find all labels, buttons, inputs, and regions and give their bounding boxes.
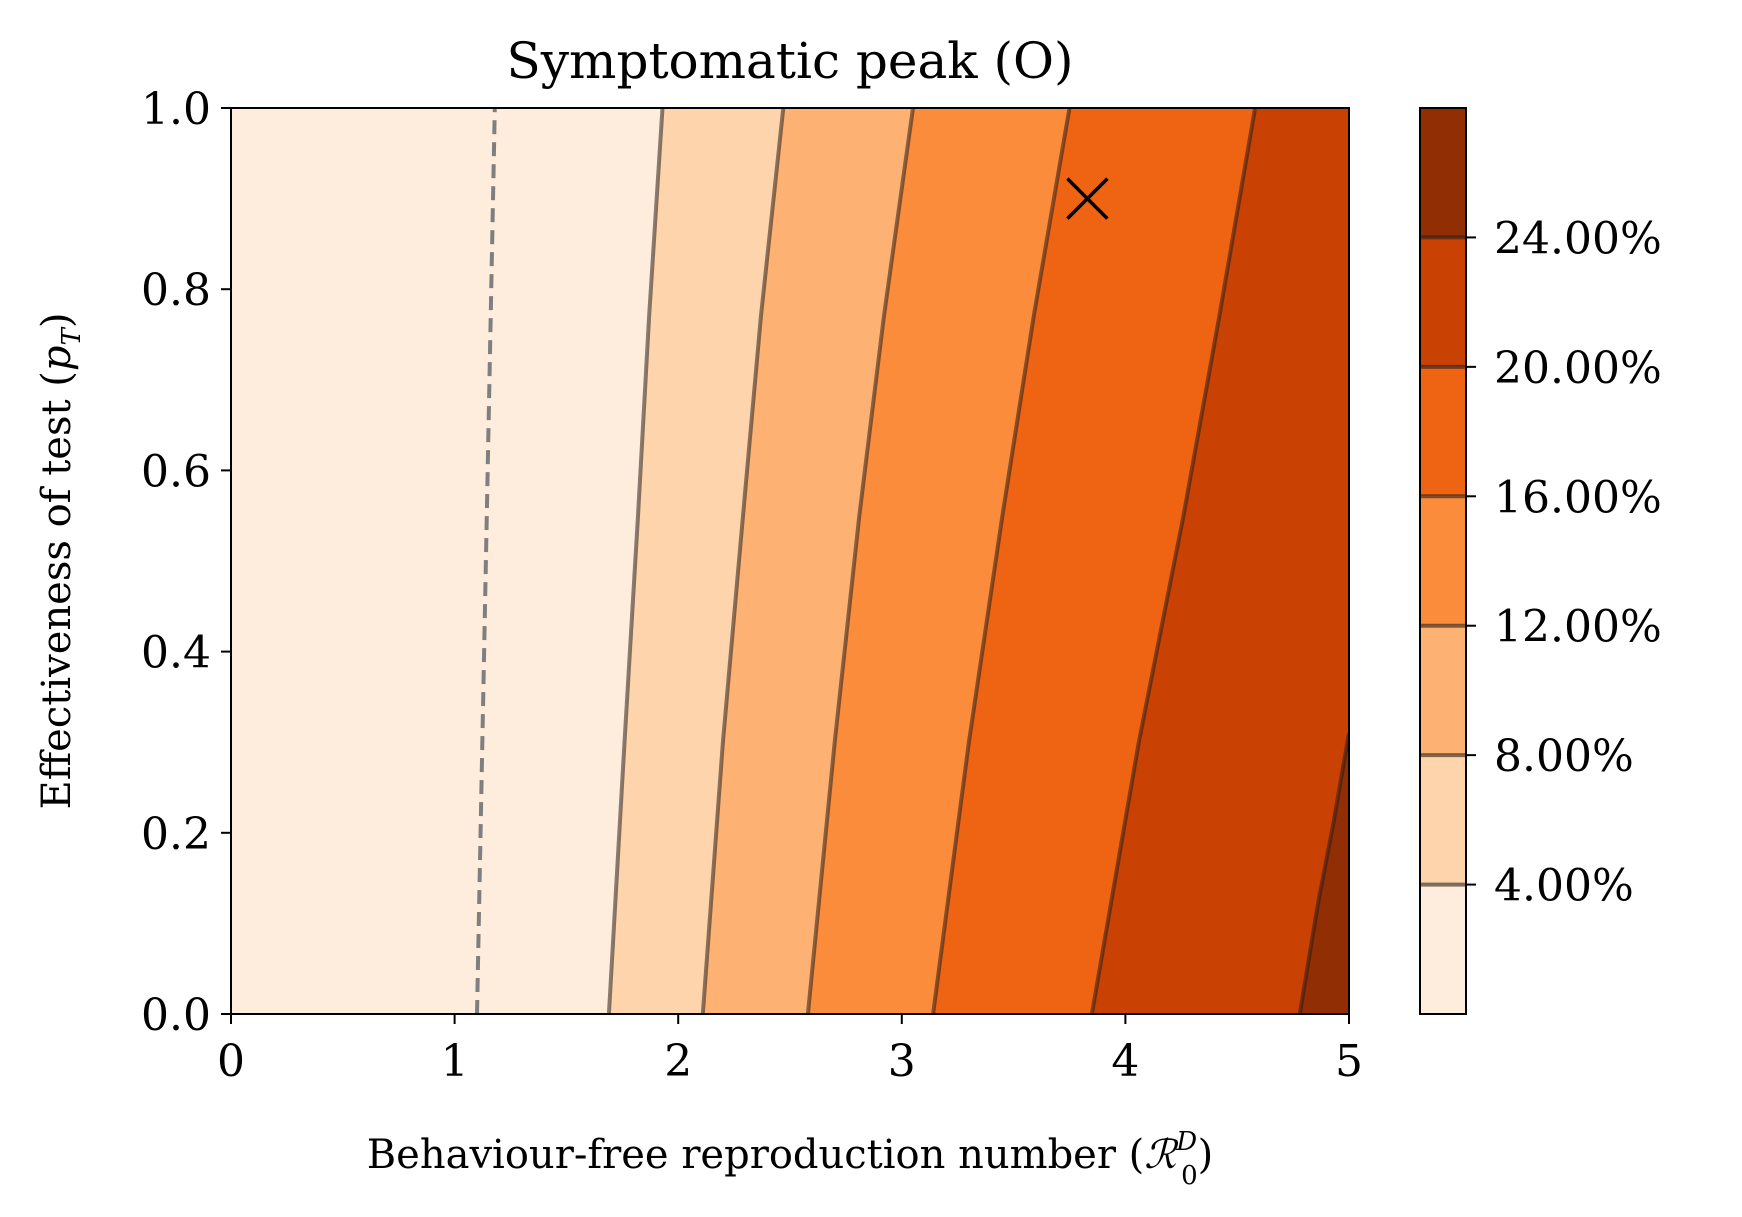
y-tick-label: 1.0 [141,84,211,135]
y-tick-label: 0.8 [141,265,211,316]
x-tick-label: 4 [1111,1036,1139,1087]
y-tick-label: 0.0 [141,990,211,1041]
x-tick-label: 5 [1335,1036,1363,1087]
colorbar-tick-label: 8.00% [1494,731,1634,782]
colorbar-tick-label: 4.00% [1494,861,1634,912]
x-tick-label: 2 [664,1036,692,1087]
contour-line-16 [931,108,1072,1014]
y-tick-label: 0.2 [141,809,211,860]
contour-line-4 [606,108,665,1014]
contour-line-12 [805,108,915,1014]
colorbar-band-6 [1420,108,1466,238]
contour-fills [231,108,1349,1014]
contour-line-8 [700,108,786,1014]
colorbar-tick-label: 12.00% [1494,602,1662,653]
marker-x-stroke-2 [1066,177,1109,220]
x-tick-label: 0 [217,1036,245,1087]
colorbar-frame [1419,107,1467,1015]
colorbar-band-2 [1420,625,1466,756]
colorbar-band-4 [1420,366,1466,497]
colorbar-band-3 [1420,496,1466,626]
contour-lines [475,108,1349,1014]
colorbar-tick-label: 16.00% [1494,472,1662,523]
colorbar-band-1 [1420,755,1466,885]
y-tick-label: 0.6 [141,446,211,497]
colorbar: 4.00% 8.00% 12.00% 16.00% 20.00% 24.00% [1419,107,1662,1015]
colorbar-band-5 [1420,237,1466,367]
y-axis-ticks: 0.0 0.2 0.4 0.6 0.8 1.0 [141,84,231,1041]
x-axis-ticks: 0 1 2 3 4 5 [217,1014,1363,1087]
threshold-dashed-line [475,108,497,1014]
x-axis-label: Behaviour-free reproduction number (ℛD 0) [367,1127,1213,1191]
optimum-marker [1066,177,1109,220]
plot-frame [230,107,1350,1015]
colorbar-tick-label: 24.00% [1494,213,1662,264]
contour-line-24 [1297,732,1349,1014]
y-axis-label: Effectiveness of test (pT) [34,313,87,810]
chart-title: Symptomatic peak (O) [507,32,1074,90]
colorbar-band-0 [1420,884,1466,1014]
x-tick-label: 1 [441,1036,469,1087]
x-tick-label: 3 [888,1036,916,1087]
y-tick-label: 0.4 [141,628,211,679]
contour-line-20 [1089,108,1258,1014]
colorbar-tick-label: 20.00% [1494,343,1662,394]
contour-band-5 [1091,108,1349,1014]
